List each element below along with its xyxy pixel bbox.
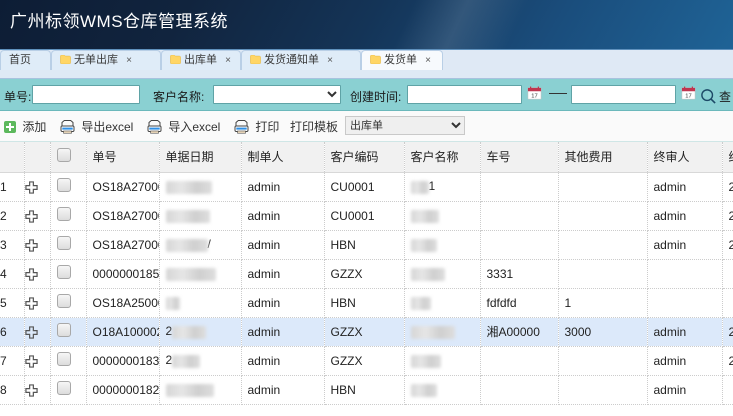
svg-text:17: 17 (685, 94, 691, 100)
svg-text:17: 17 (531, 94, 537, 100)
